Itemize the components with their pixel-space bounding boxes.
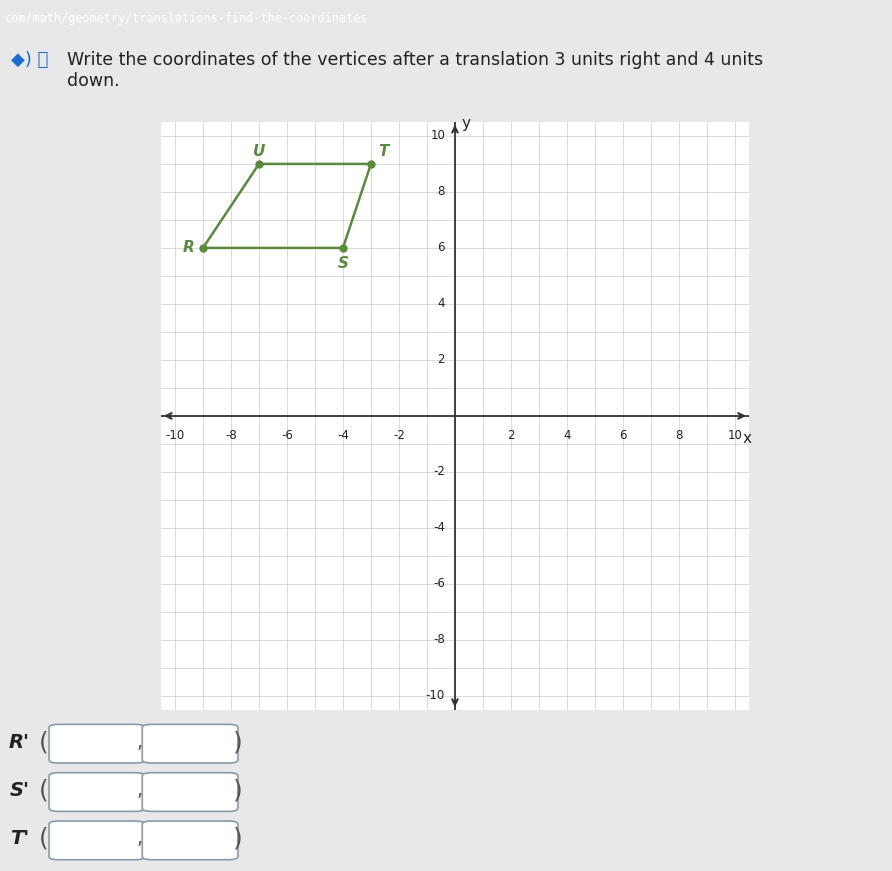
Text: -8: -8 bbox=[434, 633, 445, 646]
Text: ◆) 🔊: ◆) 🔊 bbox=[11, 51, 48, 69]
Text: ,: , bbox=[136, 829, 143, 848]
Text: R': R' bbox=[8, 733, 29, 752]
FancyBboxPatch shape bbox=[143, 821, 238, 860]
FancyBboxPatch shape bbox=[49, 821, 145, 860]
Text: x: x bbox=[743, 431, 752, 446]
Text: 4: 4 bbox=[563, 429, 571, 442]
Text: R: R bbox=[183, 240, 194, 255]
FancyBboxPatch shape bbox=[49, 773, 145, 812]
Text: (: ( bbox=[39, 730, 49, 754]
Text: -6: -6 bbox=[434, 577, 445, 591]
Text: 8: 8 bbox=[438, 186, 445, 199]
Text: com/math/geometry/translations-find-the-coordinates: com/math/geometry/translations-find-the-… bbox=[4, 12, 368, 24]
Text: ,: , bbox=[136, 781, 143, 800]
Text: 2: 2 bbox=[508, 429, 515, 442]
Text: Write the coordinates of the vertices after a translation 3 units right and 4 un: Write the coordinates of the vertices af… bbox=[67, 51, 763, 90]
Text: (: ( bbox=[39, 827, 49, 851]
Text: S: S bbox=[337, 256, 349, 271]
Text: 6: 6 bbox=[619, 429, 627, 442]
Text: 6: 6 bbox=[438, 241, 445, 254]
Text: -10: -10 bbox=[165, 429, 185, 442]
Text: ): ) bbox=[233, 730, 243, 754]
Text: -4: -4 bbox=[434, 522, 445, 535]
Text: -10: -10 bbox=[425, 689, 445, 702]
FancyBboxPatch shape bbox=[49, 725, 145, 763]
Text: 8: 8 bbox=[675, 429, 682, 442]
Text: ): ) bbox=[233, 827, 243, 851]
Text: U: U bbox=[252, 144, 265, 159]
Text: 10: 10 bbox=[430, 130, 445, 143]
Text: 2: 2 bbox=[438, 354, 445, 367]
Text: T': T' bbox=[10, 829, 29, 848]
Text: -6: -6 bbox=[281, 429, 293, 442]
Text: y: y bbox=[462, 116, 471, 131]
Text: ): ) bbox=[233, 779, 243, 802]
FancyBboxPatch shape bbox=[143, 725, 238, 763]
Text: ,: , bbox=[136, 733, 143, 752]
Text: (: ( bbox=[39, 779, 49, 802]
FancyBboxPatch shape bbox=[143, 773, 238, 812]
Text: S': S' bbox=[10, 781, 29, 800]
Text: -4: -4 bbox=[337, 429, 349, 442]
Text: 4: 4 bbox=[438, 297, 445, 310]
Text: -2: -2 bbox=[393, 429, 405, 442]
Text: T: T bbox=[378, 144, 389, 159]
Text: 10: 10 bbox=[728, 429, 742, 442]
Text: -8: -8 bbox=[225, 429, 236, 442]
Text: -2: -2 bbox=[434, 465, 445, 478]
